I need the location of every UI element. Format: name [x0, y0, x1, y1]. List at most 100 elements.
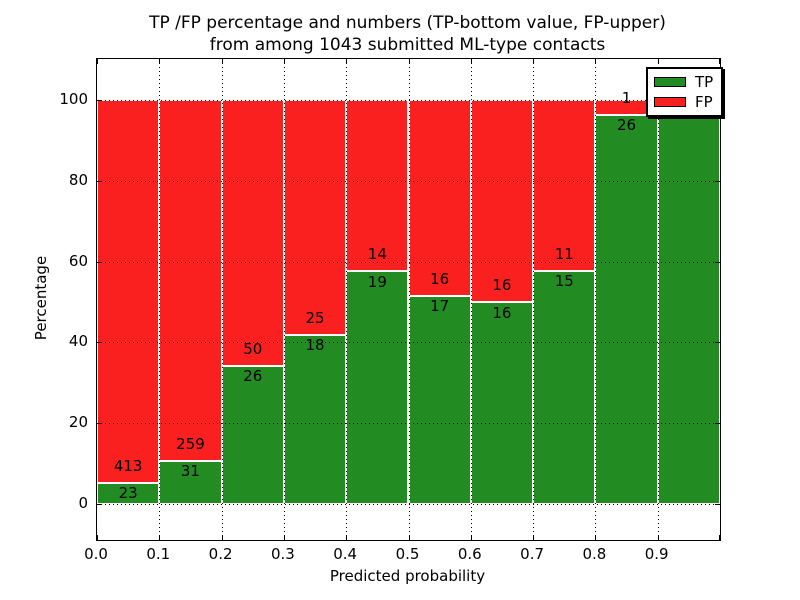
bar-value-label-fp: 14: [367, 245, 387, 264]
y-axis-tick: [715, 261, 720, 263]
bar-value-label-tp: 26: [616, 116, 637, 135]
x-tick-label: 0.3: [270, 545, 295, 563]
x-tick-label: 0.5: [395, 545, 420, 563]
legend-item-tp: TP: [654, 72, 713, 92]
x-axis-tick: [595, 59, 597, 64]
gridline-vertical: [595, 59, 597, 540]
bar-value-label-fp: 50: [243, 339, 263, 358]
y-tick-label: 60: [68, 251, 88, 270]
bar-segment-fp: [346, 100, 409, 272]
bar-segment-tp: [97, 482, 160, 504]
bar-segment-tp: [657, 100, 720, 504]
bar-value-label-tp: 23: [118, 484, 138, 503]
x-axis-tick: [657, 535, 659, 540]
gridline-vertical: [657, 59, 659, 540]
x-axis-tick: [283, 59, 285, 64]
x-axis-tick: [97, 59, 98, 64]
y-axis-tick: [97, 342, 102, 344]
bar-value-label-fp: 16: [492, 276, 512, 295]
bar-value-label-tp: 31: [180, 462, 200, 481]
legend-swatch-fp-icon: [654, 97, 686, 107]
x-tick-label: 0.6: [457, 545, 482, 563]
x-tick-label: 0.7: [520, 545, 545, 563]
bar-segment-fp: [97, 100, 160, 483]
y-axis-tick: [715, 504, 720, 505]
y-axis-tick: [715, 342, 720, 344]
plot-area: 2341331259265018251914171616161511261470: [96, 58, 721, 541]
y-axis-tick: [97, 504, 102, 505]
bar-value-label-tp: 15: [554, 272, 574, 291]
x-axis-tick: [719, 59, 720, 64]
legend-label-tp: TP: [695, 73, 714, 91]
gridline-vertical: [221, 59, 223, 540]
bar-segment-tp: [159, 460, 222, 504]
y-axis-tick: [715, 423, 720, 425]
x-axis-tick: [470, 59, 472, 64]
y-axis-tick: [97, 261, 102, 263]
bar-segment-fp: [470, 100, 534, 302]
bar-segment-tp: [470, 302, 534, 504]
x-axis-tick: [533, 535, 535, 540]
bar-value-label-fp: 11: [554, 244, 574, 263]
legend: TP FP: [646, 67, 724, 117]
x-tick-label: 0.0: [84, 545, 108, 563]
x-tick-label: 0.1: [146, 545, 171, 563]
x-axis-tick: [595, 535, 597, 540]
bar-value-label-fp: 413: [113, 456, 143, 475]
x-axis-tick: [159, 535, 161, 540]
bar-value-label-fp: 25: [305, 308, 325, 327]
x-axis-tick: [221, 59, 223, 64]
bar-value-label-tp: 18: [305, 336, 325, 355]
x-axis-tick: [408, 535, 410, 540]
bar-segment-tp: [283, 334, 347, 504]
gridline-vertical: [283, 59, 285, 540]
x-axis-tick: [159, 59, 161, 64]
x-axis-tick: [719, 535, 720, 540]
x-tick-label: 0.8: [582, 545, 607, 563]
y-tick-label: 20: [68, 413, 88, 432]
bar-value-label-tp: 19: [367, 272, 387, 291]
legend-swatch-tp-icon: [654, 77, 686, 87]
y-tick-label: 0: [78, 494, 88, 512]
bar-segment-fp: [533, 100, 596, 271]
bar-value-label-tp: 16: [492, 303, 512, 322]
x-axis-tick: [346, 535, 348, 540]
y-tick-label: 80: [68, 170, 88, 189]
y-axis-tick: [97, 180, 102, 182]
y-axis-tick: [97, 423, 102, 425]
x-axis-label: Predicted probability: [329, 567, 486, 585]
gridline-vertical: [346, 59, 348, 540]
y-axis-tick: [97, 100, 102, 101]
x-axis-tick: [470, 535, 472, 540]
x-tick-label: 0.2: [208, 545, 233, 563]
x-axis-tick: [346, 59, 348, 64]
legend-item-fp: FP: [654, 92, 713, 112]
y-tick-label: 40: [68, 332, 88, 351]
y-axis-label: Percentage: [32, 255, 50, 341]
gridline-vertical: [470, 59, 472, 540]
bar-segment-tp: [595, 114, 658, 504]
x-axis-tick: [408, 59, 410, 64]
bar-segment-tp: [533, 270, 596, 504]
y-tick-label: 100: [59, 90, 88, 108]
bar-segment-fp: [221, 100, 284, 366]
x-axis-tick: [283, 535, 285, 540]
chart-title-line1: TP /FP percentage and numbers (TP-bottom…: [149, 13, 666, 33]
gridline-vertical: [159, 59, 161, 540]
bar-segment-fp: [283, 100, 347, 335]
x-tick-label: 0.9: [644, 545, 669, 563]
x-axis-tick: [533, 59, 535, 64]
bar-value-label-tp: 17: [430, 297, 450, 316]
bar-segment-fp: [408, 100, 471, 296]
x-axis-tick: [97, 535, 98, 540]
bar-segment-tp: [408, 295, 471, 504]
y-axis-tick: [715, 180, 720, 182]
bar-value-label-fp: 259: [176, 434, 205, 453]
x-axis-tick: [221, 535, 223, 540]
x-axis-tick: [657, 59, 659, 64]
bar-value-label-tp: 26: [243, 367, 263, 386]
bar-value-label-fp: 1: [621, 88, 632, 107]
gridline-vertical: [533, 59, 535, 540]
gridline-vertical: [408, 59, 410, 540]
